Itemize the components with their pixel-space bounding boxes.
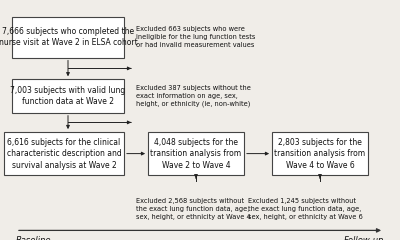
Text: 4,048 subjects for the
transition analysis from
Wave 2 to Wave 4: 4,048 subjects for the transition analys… [150,138,242,169]
Text: 7,003 subjects with valid lung
function data at Wave 2: 7,003 subjects with valid lung function … [10,86,126,106]
Text: Excluded 1,245 subjects without
the exact lung function data, age,
sex, height, : Excluded 1,245 subjects without the exac… [248,198,363,220]
FancyBboxPatch shape [148,132,244,175]
FancyBboxPatch shape [12,79,124,113]
FancyBboxPatch shape [4,132,124,175]
Text: Baseline: Baseline [16,236,52,240]
Text: 2,803 subjects for the
transition analysis from
Wave 4 to Wave 6: 2,803 subjects for the transition analys… [274,138,366,169]
Text: 6,616 subjects for the clinical
characteristic description and
survival analysis: 6,616 subjects for the clinical characte… [7,138,121,169]
FancyBboxPatch shape [272,132,368,175]
Text: Excluded 2,568 subjects without
the exact lung function data, age,
sex, height, : Excluded 2,568 subjects without the exac… [136,198,251,220]
Text: Excluded 663 subjects who were
ineligible for the lung function tests
or had inv: Excluded 663 subjects who were ineligibl… [136,26,255,48]
Text: Excluded 387 subjects without the
exact information on age, sex,
height, or ethn: Excluded 387 subjects without the exact … [136,85,251,107]
Text: 7,666 subjects who completed the
nurse visit at Wave 2 in ELSA cohort: 7,666 subjects who completed the nurse v… [0,27,137,48]
Text: Follow-up: Follow-up [344,236,384,240]
FancyBboxPatch shape [12,17,124,58]
